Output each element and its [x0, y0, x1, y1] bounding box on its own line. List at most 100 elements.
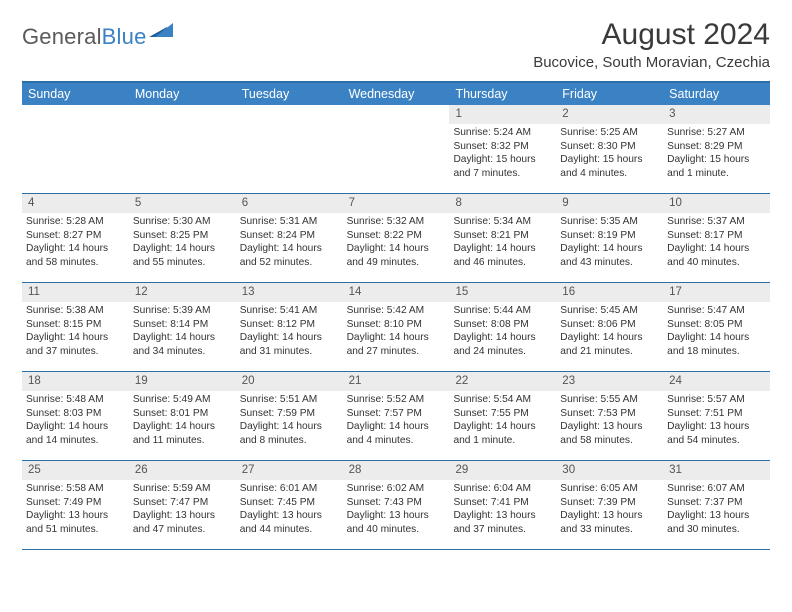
daylight-text: Daylight: 14 hours and 27 minutes.	[347, 331, 446, 358]
brand-word1: General	[22, 24, 102, 49]
sunset-text: Sunset: 8:06 PM	[560, 318, 659, 331]
day-number: 10	[663, 194, 770, 213]
daylight-text: Daylight: 14 hours and 21 minutes.	[560, 331, 659, 358]
day-body: Sunrise: 5:48 AMSunset: 8:03 PMDaylight:…	[22, 391, 129, 451]
day-cell: 21Sunrise: 5:52 AMSunset: 7:57 PMDayligh…	[343, 372, 450, 460]
daylight-text: Daylight: 13 hours and 58 minutes.	[560, 420, 659, 447]
daylight-text: Daylight: 14 hours and 31 minutes.	[240, 331, 339, 358]
calendar-page: GeneralBlue August 2024 Bucovice, South …	[0, 0, 792, 560]
sunset-text: Sunset: 8:29 PM	[667, 140, 766, 153]
day-number: 21	[343, 372, 450, 391]
sunset-text: Sunset: 8:03 PM	[26, 407, 125, 420]
day-number: 12	[129, 283, 236, 302]
day-cell: 11Sunrise: 5:38 AMSunset: 8:15 PMDayligh…	[22, 283, 129, 371]
day-cell: 26Sunrise: 5:59 AMSunset: 7:47 PMDayligh…	[129, 461, 236, 549]
day-cell: 16Sunrise: 5:45 AMSunset: 8:06 PMDayligh…	[556, 283, 663, 371]
day-cell: 30Sunrise: 6:05 AMSunset: 7:39 PMDayligh…	[556, 461, 663, 549]
day-body: Sunrise: 5:24 AMSunset: 8:32 PMDaylight:…	[449, 124, 556, 184]
day-cell: 13Sunrise: 5:41 AMSunset: 8:12 PMDayligh…	[236, 283, 343, 371]
sunset-text: Sunset: 7:47 PM	[133, 496, 232, 509]
day-body: Sunrise: 5:41 AMSunset: 8:12 PMDaylight:…	[236, 302, 343, 362]
sunrise-text: Sunrise: 6:07 AM	[667, 482, 766, 495]
brand-text: GeneralBlue	[22, 24, 147, 50]
sunrise-text: Sunrise: 5:42 AM	[347, 304, 446, 317]
daylight-text: Daylight: 13 hours and 44 minutes.	[240, 509, 339, 536]
day-cell: 6Sunrise: 5:31 AMSunset: 8:24 PMDaylight…	[236, 194, 343, 282]
day-number: 8	[449, 194, 556, 213]
daylight-text: Daylight: 13 hours and 37 minutes.	[453, 509, 552, 536]
day-body: Sunrise: 5:32 AMSunset: 8:22 PMDaylight:…	[343, 213, 450, 273]
day-body: Sunrise: 5:31 AMSunset: 8:24 PMDaylight:…	[236, 213, 343, 273]
day-body: Sunrise: 5:27 AMSunset: 8:29 PMDaylight:…	[663, 124, 770, 184]
sunrise-text: Sunrise: 5:32 AM	[347, 215, 446, 228]
sunrise-text: Sunrise: 5:59 AM	[133, 482, 232, 495]
day-cell: 31Sunrise: 6:07 AMSunset: 7:37 PMDayligh…	[663, 461, 770, 549]
sunset-text: Sunset: 7:55 PM	[453, 407, 552, 420]
day-body: Sunrise: 5:55 AMSunset: 7:53 PMDaylight:…	[556, 391, 663, 451]
weekday-header: Saturday	[663, 83, 770, 105]
weekday-header: Sunday	[22, 83, 129, 105]
sunrise-text: Sunrise: 5:34 AM	[453, 215, 552, 228]
day-cell: 10Sunrise: 5:37 AMSunset: 8:17 PMDayligh…	[663, 194, 770, 282]
day-body: Sunrise: 5:25 AMSunset: 8:30 PMDaylight:…	[556, 124, 663, 184]
day-body: Sunrise: 5:37 AMSunset: 8:17 PMDaylight:…	[663, 213, 770, 273]
day-cell: 5Sunrise: 5:30 AMSunset: 8:25 PMDaylight…	[129, 194, 236, 282]
sunrise-text: Sunrise: 5:39 AM	[133, 304, 232, 317]
brand-mark-icon	[149, 23, 175, 46]
sunset-text: Sunset: 8:22 PM	[347, 229, 446, 242]
daylight-text: Daylight: 14 hours and 11 minutes.	[133, 420, 232, 447]
day-number: 20	[236, 372, 343, 391]
sunrise-text: Sunrise: 5:52 AM	[347, 393, 446, 406]
daylight-text: Daylight: 14 hours and 14 minutes.	[26, 420, 125, 447]
sunrise-text: Sunrise: 5:41 AM	[240, 304, 339, 317]
brand-word2: Blue	[102, 24, 147, 49]
day-body: Sunrise: 5:34 AMSunset: 8:21 PMDaylight:…	[449, 213, 556, 273]
month-title: August 2024	[533, 18, 770, 52]
sunset-text: Sunset: 8:15 PM	[26, 318, 125, 331]
day-body: Sunrise: 5:59 AMSunset: 7:47 PMDaylight:…	[129, 480, 236, 540]
sunset-text: Sunset: 8:25 PM	[133, 229, 232, 242]
sunset-text: Sunset: 8:32 PM	[453, 140, 552, 153]
sunrise-text: Sunrise: 5:27 AM	[667, 126, 766, 139]
weekday-header-row: Sunday Monday Tuesday Wednesday Thursday…	[22, 83, 770, 105]
sunrise-text: Sunrise: 5:24 AM	[453, 126, 552, 139]
day-body: Sunrise: 5:39 AMSunset: 8:14 PMDaylight:…	[129, 302, 236, 362]
sunrise-text: Sunrise: 5:30 AM	[133, 215, 232, 228]
day-body: Sunrise: 5:54 AMSunset: 7:55 PMDaylight:…	[449, 391, 556, 451]
day-body: Sunrise: 6:05 AMSunset: 7:39 PMDaylight:…	[556, 480, 663, 540]
title-block: August 2024 Bucovice, South Moravian, Cz…	[533, 18, 770, 71]
day-body: Sunrise: 5:47 AMSunset: 8:05 PMDaylight:…	[663, 302, 770, 362]
day-body: Sunrise: 5:52 AMSunset: 7:57 PMDaylight:…	[343, 391, 450, 451]
brand-logo: GeneralBlue	[22, 24, 175, 50]
sunset-text: Sunset: 8:05 PM	[667, 318, 766, 331]
day-number: 25	[22, 461, 129, 480]
sunrise-text: Sunrise: 5:48 AM	[26, 393, 125, 406]
sunrise-text: Sunrise: 5:28 AM	[26, 215, 125, 228]
sunrise-text: Sunrise: 6:04 AM	[453, 482, 552, 495]
day-body: Sunrise: 5:49 AMSunset: 8:01 PMDaylight:…	[129, 391, 236, 451]
day-body: Sunrise: 5:30 AMSunset: 8:25 PMDaylight:…	[129, 213, 236, 273]
day-number: 26	[129, 461, 236, 480]
sunset-text: Sunset: 7:41 PM	[453, 496, 552, 509]
daylight-text: Daylight: 14 hours and 8 minutes.	[240, 420, 339, 447]
daylight-text: Daylight: 13 hours and 47 minutes.	[133, 509, 232, 536]
day-number: 4	[22, 194, 129, 213]
day-number: 5	[129, 194, 236, 213]
weekday-header: Monday	[129, 83, 236, 105]
sunrise-text: Sunrise: 5:35 AM	[560, 215, 659, 228]
day-cell: .	[236, 105, 343, 193]
day-body: Sunrise: 6:04 AMSunset: 7:41 PMDaylight:…	[449, 480, 556, 540]
day-number: 28	[343, 461, 450, 480]
day-number: 17	[663, 283, 770, 302]
weekday-header: Tuesday	[236, 83, 343, 105]
daylight-text: Daylight: 14 hours and 37 minutes.	[26, 331, 125, 358]
sunset-text: Sunset: 7:43 PM	[347, 496, 446, 509]
day-number: 19	[129, 372, 236, 391]
sunset-text: Sunset: 8:24 PM	[240, 229, 339, 242]
sunrise-text: Sunrise: 5:45 AM	[560, 304, 659, 317]
week-row: 4Sunrise: 5:28 AMSunset: 8:27 PMDaylight…	[22, 194, 770, 283]
sunset-text: Sunset: 8:10 PM	[347, 318, 446, 331]
day-number: 6	[236, 194, 343, 213]
weekday-header: Thursday	[449, 83, 556, 105]
day-cell: 7Sunrise: 5:32 AMSunset: 8:22 PMDaylight…	[343, 194, 450, 282]
